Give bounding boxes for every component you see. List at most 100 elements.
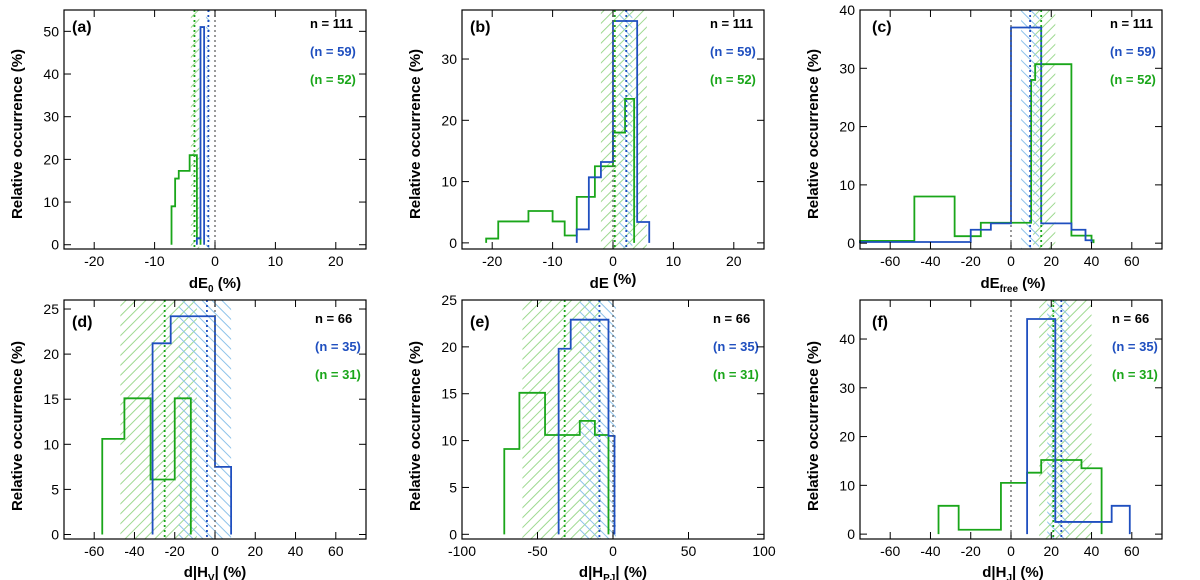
panel-b: Relative occurrence (%) (b) n = 111 (n =…	[407, 9, 765, 292]
blue-uncertainty-band	[1047, 300, 1070, 539]
y-tick-label: 10	[441, 174, 457, 190]
x-tick-label: 60	[328, 543, 344, 559]
x-label-main: dE	[980, 275, 999, 292]
x-axis-label: d|HV| (%)	[184, 564, 247, 580]
y-tick-label: 10	[43, 436, 59, 452]
x-tick-label: 0	[1007, 253, 1015, 269]
x-tick-label: -10	[144, 253, 164, 269]
x-tick-label: 100	[752, 543, 776, 559]
x-tick-label: 40	[1084, 253, 1100, 269]
n-blue-label: (n = 59)	[310, 44, 356, 59]
n-blue-label: (n = 59)	[710, 44, 756, 59]
y-axis-label: Relative occurrence (%)	[805, 49, 822, 219]
green-histogram	[485, 97, 636, 243]
n-all-label: n = 111	[710, 16, 753, 31]
y-tick-label: 40	[839, 331, 855, 347]
y-tick-label: 5	[51, 481, 59, 497]
x-label-suffix: (%)	[609, 271, 637, 288]
x-tick-label: 20	[726, 253, 742, 269]
panel-label: (c)	[872, 19, 892, 36]
green-histogram	[101, 397, 192, 535]
x-tick-label: 0	[609, 253, 617, 269]
y-tick-label: 20	[839, 119, 855, 135]
plot-area	[937, 300, 1131, 539]
x-axis-label: dE (%)	[590, 271, 637, 292]
n-green-label: (n = 31)	[1112, 367, 1158, 382]
panel-c: Relative occurrence (%) (c) n = 111 (n =…	[805, 2, 1163, 295]
x-tick-label: 0	[609, 543, 617, 559]
y-tick-label: 20	[43, 346, 59, 362]
blue-histogram	[195, 26, 206, 245]
n-all-label: n = 66	[1112, 311, 1149, 326]
x-tick-label: -20	[961, 253, 981, 269]
y-tick-label: 30	[441, 51, 457, 67]
y-axis-label: Relative occurrence (%)	[9, 49, 26, 219]
blue-uncertainty-band	[205, 10, 211, 249]
x-label-main: d|H	[184, 564, 208, 580]
x-label-main: d|H	[579, 564, 603, 580]
x-tick-label: -20	[482, 253, 502, 269]
x-tick-label: -20	[165, 543, 185, 559]
y-tick-label: 20	[441, 112, 457, 128]
y-tick-label: 10	[441, 433, 457, 449]
n-blue-label: (n = 35)	[713, 339, 759, 354]
x-tick-label: 10	[268, 253, 284, 269]
y-tick-label: 15	[43, 391, 59, 407]
y-axis-label: Relative occurrence (%)	[805, 341, 822, 511]
x-tick-label: -50	[527, 543, 547, 559]
n-green-label: (n = 52)	[1110, 72, 1156, 87]
y-tick-label: 30	[43, 109, 59, 125]
n-green-label: (n = 31)	[713, 367, 759, 382]
x-tick-label: 0	[211, 543, 219, 559]
x-tick-label: -100	[448, 543, 476, 559]
x-tick-label: -20	[961, 543, 981, 559]
x-tick-label: 20	[328, 253, 344, 269]
y-tick-label: 5	[449, 479, 457, 495]
x-tick-label: 10	[666, 253, 682, 269]
blue-histogram	[575, 20, 651, 243]
x-tick-label: 0	[211, 253, 219, 269]
panel-label: (a)	[72, 19, 92, 36]
x-label-sub: J	[1006, 573, 1012, 580]
y-tick-label: 0	[847, 526, 855, 542]
panel-a: Relative occurrence (%) (a) n = 111 (n =…	[9, 9, 367, 295]
x-label-suffix: | (%)	[615, 564, 647, 580]
y-tick-label: 0	[847, 235, 855, 251]
n-all-label: n = 111	[310, 16, 353, 31]
y-tick-label: 40	[43, 66, 59, 82]
x-tick-label: -40	[124, 543, 144, 559]
x-tick-label: 50	[681, 543, 697, 559]
y-tick-label: 25	[43, 301, 59, 317]
green-histogram	[170, 154, 202, 245]
y-axis-label: Relative occurrence (%)	[407, 341, 424, 511]
n-green-label: (n = 52)	[710, 72, 756, 87]
x-axis-label: dEfree (%)	[980, 275, 1045, 295]
x-tick-label: -40	[920, 543, 940, 559]
y-tick-label: 25	[441, 292, 457, 308]
x-label-sub: PJ	[603, 573, 615, 580]
x-label-suffix: | (%)	[215, 564, 247, 580]
x-label-suffix: (%)	[214, 275, 242, 292]
y-tick-label: 0	[51, 526, 59, 542]
panel-e: Relative occurrence (%) (e) n = 66 (n = …	[407, 292, 776, 580]
panel-f: Relative occurrence (%) (f) n = 66 (n = …	[805, 299, 1163, 580]
plot-area	[485, 10, 651, 249]
panel-label: (f)	[872, 314, 888, 331]
x-label-sub: V	[208, 573, 215, 580]
blue-uncertainty-band	[178, 300, 232, 539]
x-tick-label: 20	[1043, 253, 1059, 269]
x-label-main: dE	[590, 275, 609, 292]
x-tick-label: 40	[1084, 543, 1100, 559]
plot-area	[101, 300, 233, 539]
x-tick-label: -10	[542, 253, 562, 269]
x-label-suffix: | (%)	[1012, 564, 1044, 580]
plot-area	[503, 300, 617, 539]
green-histogram	[503, 391, 610, 535]
blue-histogram	[1026, 318, 1131, 535]
n-all-label: n = 111	[1110, 16, 1153, 31]
n-all-label: n = 66	[713, 311, 750, 326]
y-tick-label: 20	[43, 151, 59, 167]
panel-label: (b)	[470, 19, 490, 36]
x-tick-label: 60	[1124, 253, 1140, 269]
